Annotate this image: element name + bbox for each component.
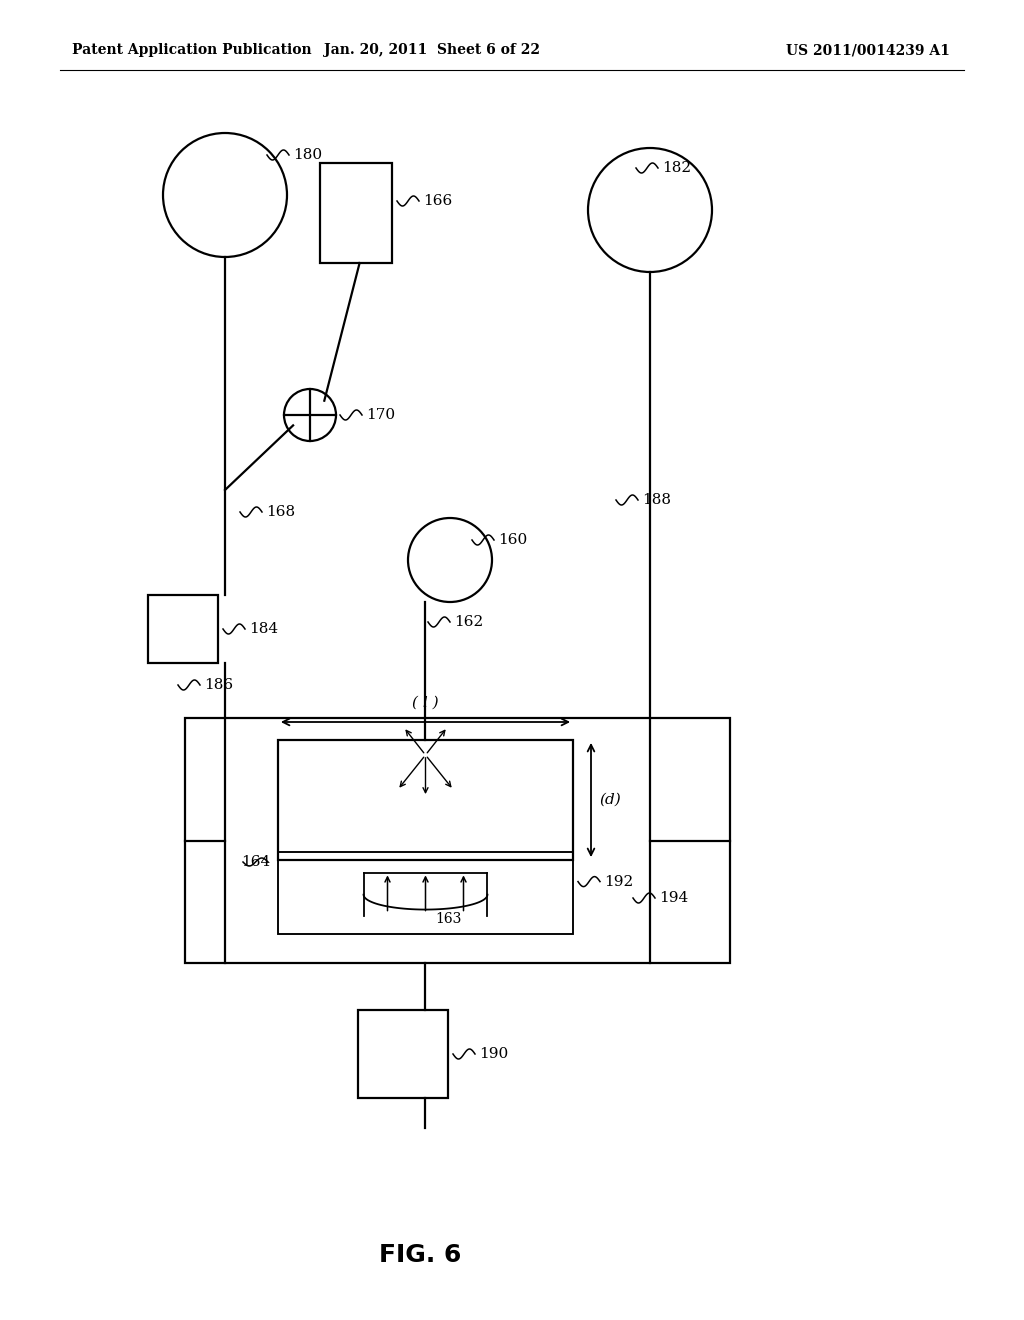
Text: FIG. 6: FIG. 6	[379, 1243, 461, 1267]
Text: 182: 182	[662, 161, 691, 176]
Bar	[358, 1010, 449, 1098]
Text: 192: 192	[604, 875, 633, 888]
Bar	[278, 741, 573, 861]
Text: 162: 162	[454, 615, 483, 630]
Text: 194: 194	[659, 891, 688, 906]
Text: US 2011/0014239 A1: US 2011/0014239 A1	[786, 44, 950, 57]
Bar	[185, 718, 730, 964]
Text: Patent Application Publication: Patent Application Publication	[72, 44, 311, 57]
Text: 160: 160	[498, 533, 527, 546]
Text: 170: 170	[366, 408, 395, 422]
Text: Jan. 20, 2011  Sheet 6 of 22: Jan. 20, 2011 Sheet 6 of 22	[324, 44, 540, 57]
Text: 186: 186	[204, 678, 233, 692]
Text: 163: 163	[435, 912, 462, 927]
Text: 184: 184	[249, 622, 279, 636]
Bar	[148, 595, 218, 663]
Text: 190: 190	[479, 1047, 508, 1061]
Text: (d): (d)	[599, 793, 621, 807]
Text: 166: 166	[423, 194, 453, 209]
Text: 188: 188	[642, 492, 671, 507]
Text: 164: 164	[241, 855, 270, 869]
Bar	[278, 851, 573, 935]
Bar	[319, 162, 392, 263]
Text: 168: 168	[266, 506, 295, 519]
Text: ( l ): ( l )	[413, 696, 439, 710]
Text: 180: 180	[293, 148, 323, 162]
